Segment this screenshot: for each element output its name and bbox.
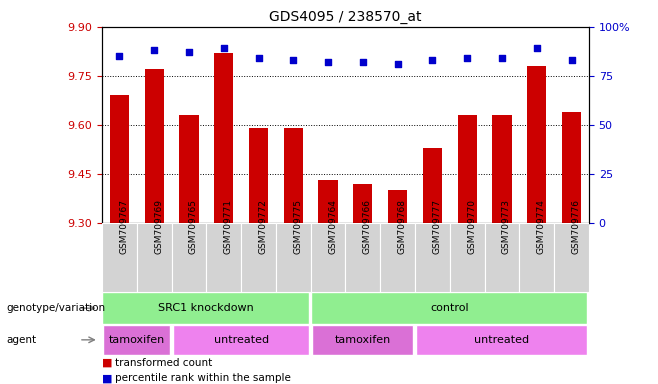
Text: tamoxifen: tamoxifen [335, 335, 391, 345]
Bar [137, 223, 172, 292]
Point [392, 61, 403, 67]
Bar [519, 223, 554, 292]
Point [288, 57, 299, 63]
Bar [145, 70, 164, 223]
Text: GSM709766: GSM709766 [363, 199, 372, 254]
Point [184, 49, 194, 55]
Bar [554, 223, 589, 292]
Bar [353, 184, 372, 223]
Point [497, 55, 507, 61]
Bar [312, 325, 413, 354]
Bar [457, 115, 477, 223]
Text: untreated: untreated [474, 335, 530, 345]
Text: GSM709777: GSM709777 [432, 199, 442, 254]
Text: transformed count: transformed count [115, 358, 213, 368]
Text: GSM709765: GSM709765 [189, 199, 198, 254]
Bar [527, 66, 546, 223]
Bar [214, 53, 234, 223]
Point [218, 45, 229, 51]
Bar [276, 223, 311, 292]
Bar [416, 325, 587, 354]
Text: ■: ■ [102, 358, 113, 368]
Bar [415, 223, 450, 292]
Bar [318, 180, 338, 223]
Bar [172, 223, 207, 292]
Text: GSM709764: GSM709764 [328, 199, 337, 253]
Bar [388, 190, 407, 223]
Text: GSM709769: GSM709769 [154, 199, 163, 254]
Point [357, 59, 368, 65]
Bar [207, 223, 241, 292]
Bar [110, 96, 129, 223]
Point [114, 53, 124, 59]
Point [462, 55, 472, 61]
Bar [102, 293, 309, 324]
Point [149, 47, 159, 53]
Bar [102, 223, 137, 292]
Text: ■: ■ [102, 373, 113, 383]
Point [323, 59, 334, 65]
Text: control: control [430, 303, 469, 313]
Text: GSM709771: GSM709771 [224, 199, 233, 254]
Bar [241, 223, 276, 292]
Text: GSM709767: GSM709767 [119, 199, 128, 254]
Bar [562, 112, 581, 223]
Bar [450, 223, 484, 292]
Title: GDS4095 / 238570_at: GDS4095 / 238570_at [269, 10, 422, 25]
Text: percentile rank within the sample: percentile rank within the sample [115, 373, 291, 383]
Text: SRC1 knockdown: SRC1 knockdown [159, 303, 254, 313]
Text: agent: agent [7, 335, 37, 345]
Bar [180, 115, 199, 223]
Text: GSM709768: GSM709768 [397, 199, 407, 254]
Bar [484, 223, 519, 292]
Bar [311, 293, 587, 324]
Bar [103, 325, 170, 354]
Bar [172, 325, 309, 354]
Text: GSM709770: GSM709770 [467, 199, 476, 254]
Bar [345, 223, 380, 292]
Text: untreated: untreated [214, 335, 268, 345]
Text: GSM709775: GSM709775 [293, 199, 302, 254]
Bar [492, 115, 511, 223]
Point [567, 57, 577, 63]
Point [253, 55, 264, 61]
Bar [380, 223, 415, 292]
Point [427, 57, 438, 63]
Text: GSM709772: GSM709772 [259, 199, 268, 253]
Text: GSM709776: GSM709776 [572, 199, 580, 254]
Text: genotype/variation: genotype/variation [7, 303, 106, 313]
Bar [284, 128, 303, 223]
Text: GSM709774: GSM709774 [537, 199, 545, 253]
Bar [249, 128, 268, 223]
Text: GSM709773: GSM709773 [502, 199, 511, 254]
Text: tamoxifen: tamoxifen [109, 335, 165, 345]
Point [532, 45, 542, 51]
Bar [423, 148, 442, 223]
Bar [311, 223, 345, 292]
